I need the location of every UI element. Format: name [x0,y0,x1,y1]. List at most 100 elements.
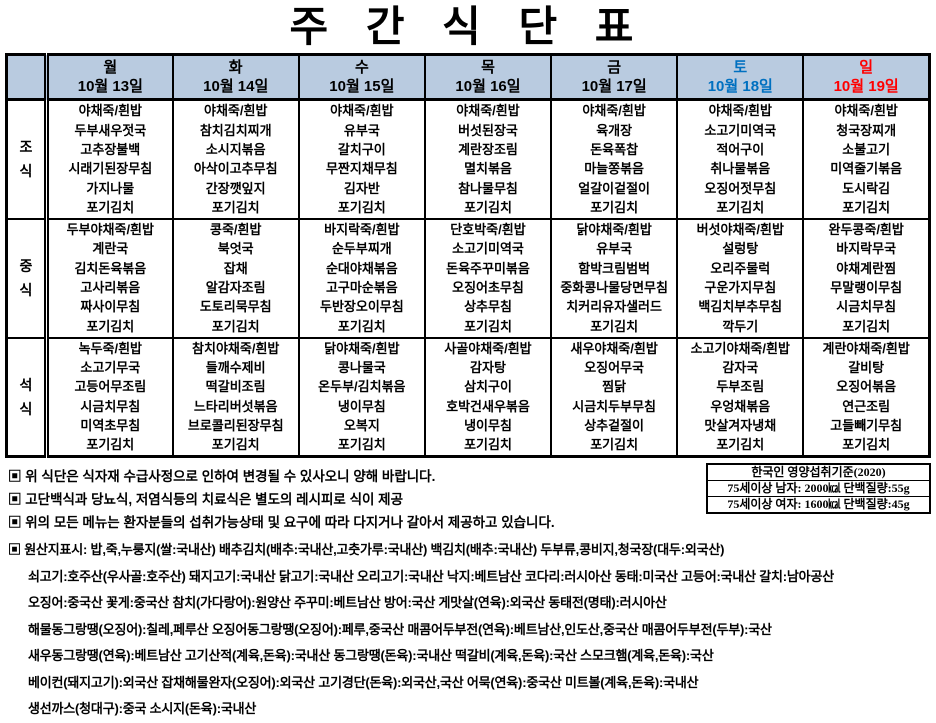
menu-item: 야채죽/흰밥 [456,103,520,119]
menu-cell: 완두콩죽/흰밥 바지락무국 야채계란찜 무말랭이무침 시금치무침 포기김치 [802,217,931,339]
menu-item: 포기김치 [590,199,639,215]
menu-item: 느타리버섯볶음 [193,398,278,414]
menu-item: 순대야채볶음 [325,260,398,276]
menu-item: 북엇국 [217,241,254,257]
day-name: 수 [354,59,369,76]
menu-item: 포기김치 [842,437,891,453]
menu-cell: 야채죽/흰밥 소고기미역국 적어구이 취나물볶음 오징어젓무침 포기김치 [676,98,805,220]
menu-item: 순두부찌개 [331,241,392,257]
menu-item: 야채죽/흰밥 [330,103,394,119]
menu-item: 두반장오이무침 [319,299,404,315]
menu-item: 포기김치 [211,318,260,334]
menu-item: 설렁탕 [722,241,759,257]
menu-cell: 콩죽/흰밥 북엇국 잡채 알감자조림 도토리묵무침 포기김치 [171,217,300,339]
menu-item: 상추무침 [464,299,512,315]
menu-item: 취나물볶음 [710,161,771,177]
menu-item: 시금치무침 [80,398,141,414]
menu-item: 치커리유자샐러드 [566,299,662,315]
menu-item: 유부국 [596,241,633,257]
menu-item: 무말랭이무침 [830,280,903,295]
menu-item: 콩나물국 [337,360,386,376]
menu-item: 소시지볶음 [205,141,266,157]
menu-item: 함박크림범벅 [578,260,651,276]
menu-item: 소고기미역국 [452,241,524,257]
origin-line: 생선까스(청대구):중국 소시지(돈육):국내산 [28,701,257,716]
menu-item: 야채죽/흰밥 [834,103,898,119]
note-line: ▣ 위 식단은 식자재 수급사정으로 인하여 변경될 수 있사오니 양해 바랍니… [8,469,436,484]
meal-label: 조 식 [5,98,49,220]
day-name: 일 [859,59,874,76]
menu-item: 포기김치 [211,199,260,215]
menu-item: 완두콩죽/흰밥 [828,222,904,238]
day-header-sat: 토 10월 18일 [676,53,805,101]
menu-item: 포기김치 [337,318,386,334]
menu-item: 간장깻잎지 [205,180,266,196]
menu-item: 돈육주꾸미볶음 [446,260,530,276]
notes-section: ▣ 위 식단은 식자재 수급사정으로 인하여 변경될 수 있사오니 양해 바랍니… [8,465,936,534]
menu-item: 청국장찌개 [836,122,897,138]
menu-item: 계란야채죽/흰밥 [822,340,910,356]
menu-item: 깍두기 [722,318,759,334]
menu-item: 시금치무침 [836,299,897,315]
menu-item: 냉이무침 [464,418,512,434]
menu-cell: 소고기야채죽/흰밥 감자국 두부조림 우엉채볶음 맛살겨자냉채 포기김치 [676,336,805,458]
menu-item: 버섯된장국 [458,122,518,138]
menu-item: 소고기미역국 [704,122,777,138]
menu-item: 야채죽/흰밥 [204,103,268,119]
menu-item: 포기김치 [590,318,639,334]
page-title: 주 간 식 단 표 [289,3,647,50]
nutrition-box-title: 한국인 영양섭취기준(2020) [751,465,886,479]
day-date: 10월 13일 [77,78,143,95]
day-header-row: 월 10월 13일 화 10월 14일 수 10월 15일 목 10월 16일 … [5,53,931,101]
menu-item: 도시락김 [842,180,891,196]
nutrition-box-row: 75세이상 여자: 1600㎉ 단백질량:45g [708,496,929,512]
menu-item: 참나물무침 [458,180,518,196]
menu-item: 연근조림 [842,398,891,414]
day-date: 10월 17일 [581,78,647,95]
menu-item: 포기김치 [716,437,765,453]
day-name: 화 [228,59,243,76]
menu-item: 시래기된장무침 [68,161,153,177]
menu-item: 단호박죽/흰밥 [450,222,526,238]
menu-item: 야채죽/흰밥 [582,103,646,119]
menu-cell: 닭야채죽/흰밥 유부국 함박크림범벅 중화콩나물당면무침 치커리유자샐러드 포기김치 [550,217,679,339]
menu-item: 고구마순볶음 [325,280,398,295]
menu-item: 오징어볶음 [836,379,897,395]
menu-item: 미역초무침 [80,418,141,434]
nutrition-standard-box: 한국인 영양섭취기준(2020) 75세이상 남자: 2000㎉ 단백질량:55… [706,463,931,514]
menu-item: 포기김치 [842,199,891,215]
day-header-tue: 화 10월 14일 [171,53,300,101]
origin-section: ▣ 원산지표시: 밥,죽,누룽지(쌀:국내산) 배추김치(배추:국내산,고춧가루… [8,537,936,723]
menu-item: 포기김치 [590,437,639,453]
menu-item: 포기김치 [86,437,135,453]
menu-item: 냉이무침 [337,398,386,414]
menu-item: 포기김치 [464,318,512,334]
note-line: ▣ 고단백식과 당뇨식, 저염식등의 치료식은 별도의 레시피로 식이 제공 [8,492,404,507]
menu-item: 야채계란찜 [836,260,897,276]
meal-row: 조 식 야채죽/흰밥 두부새우젓국 고추장불백 시래기된장무침 가지나물 포기김치 야채죽/흰… [5,98,931,220]
menu-item: 두부조림 [716,379,765,395]
day-header-wed: 수 10월 15일 [297,53,426,101]
menu-item: 포기김치 [211,437,260,453]
menu-cell: 두부야채죽/흰밥 계란국 김치돈육볶음 고사리볶음 짜사이무침 포기김치 [45,217,174,339]
origin-line: 오징어:중국산 꽃게:중국산 참치(가다랑어):원양산 주꾸미:베트남산 방어:… [28,595,667,610]
menu-item: 중화콩나물당면무침 [560,280,668,295]
menu-item: 잡채 [223,260,248,276]
day-name: 월 [103,59,118,76]
menu-item: 얼갈이겉절이 [578,180,651,196]
menu-item: 온두부/김치볶음 [318,379,406,395]
menu-item: 호박건새우볶음 [446,398,530,414]
day-date: 10월 15일 [329,78,395,95]
menu-item: 녹두죽/흰밥 [78,340,143,356]
menu-item: 맛살겨자냉채 [704,418,777,434]
menu-item: 포기김치 [337,437,386,453]
day-name: 토 [733,59,748,76]
day-header-fri: 금 10월 17일 [550,53,679,101]
origin-line: 새우동그랑땡(연육):베트남산 고기산적(계육,돈육):국내산 동그랑땡(돈육)… [28,648,714,663]
menu-item: 오징어무국 [584,360,645,376]
menu-item: 고들빼기무침 [830,418,903,434]
day-date: 10월 18일 [707,78,773,95]
meal-label: 중 식 [5,217,49,339]
menu-item: 소고기야채죽/흰밥 [690,340,790,356]
menu-cell: 버섯야채죽/흰밥 설렁탕 오리주물럭 구운가지무침 백김치부추무침 깍두기 [676,217,805,339]
